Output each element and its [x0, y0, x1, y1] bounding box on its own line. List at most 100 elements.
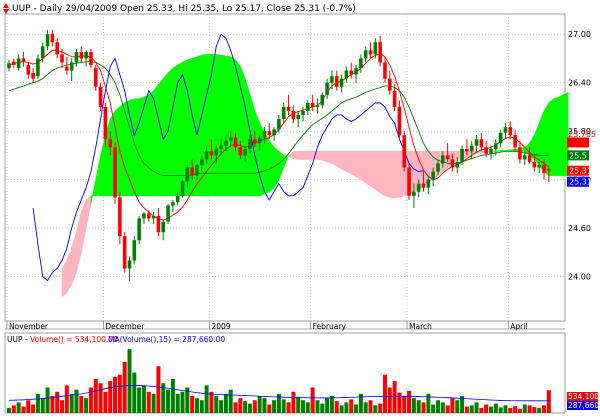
chart-header-text: UUP - Daily 29/04/2009 Open 25.33, Hi 25… [12, 4, 356, 14]
volume-bar-down [146, 391, 151, 413]
volume-bar-up [228, 389, 233, 413]
date-tick-label: April [510, 322, 527, 331]
bullish-candle [204, 151, 209, 160]
bearish-candle [368, 50, 373, 55]
bearish-candle [89, 51, 93, 65]
bearish-candle [310, 102, 315, 107]
bullish-candle [257, 137, 262, 144]
volume-bar-up [301, 400, 306, 413]
volume-bar-down [252, 400, 257, 413]
bearish-candle [378, 42, 382, 63]
volume-bar-up [320, 403, 325, 413]
volume-bar-down [79, 396, 84, 413]
bullish-candle [132, 240, 137, 261]
volume-bar-up [35, 393, 40, 413]
bullish-candle [301, 110, 305, 115]
bearish-cloud-segment [307, 151, 313, 160]
bullish-candle [84, 51, 88, 59]
bearish-candle [146, 213, 151, 219]
volume-bar-up [219, 400, 224, 413]
bearish-candle [397, 106, 402, 136]
volume-bar-up [40, 398, 45, 413]
price-tag: 25.31 [569, 178, 592, 187]
bullish-cloud-segment [119, 102, 125, 197]
bearish-candle [233, 137, 238, 148]
bearish-candle [60, 54, 64, 63]
bullish-cloud-segment [143, 94, 150, 197]
volume-bar-up [411, 398, 416, 413]
date-tick-label: 2009 [211, 322, 230, 331]
volume-bar-up [325, 398, 330, 413]
volume-bar-down [513, 406, 518, 413]
bullish-candle [224, 140, 228, 146]
volume-bar-up [305, 402, 310, 413]
bullish-candle [460, 148, 464, 162]
volume-bar-down [60, 400, 65, 413]
volume-bar-down [21, 406, 26, 413]
volume-bar-down [445, 405, 450, 413]
volume-legend-ma: MA(Volume(),15) = 287,660.00 [108, 335, 225, 344]
volume-bar-down [98, 383, 103, 413]
bullish-candle [436, 163, 440, 172]
bearish-cloud-segment [336, 151, 342, 170]
volume-bar-up [257, 396, 262, 413]
bullish-cloud-segment [264, 131, 270, 195]
price-tag-box [567, 165, 589, 176]
volume-bar-down [479, 407, 484, 413]
volume-bar-down [397, 392, 402, 413]
volume-bar-up [204, 385, 209, 413]
volume-bar-down [209, 391, 214, 413]
bearish-candle [450, 159, 455, 168]
bullish-candle [185, 167, 190, 182]
bullish-candle [161, 221, 166, 233]
bullish-candle [494, 143, 498, 149]
bullish-cloud-segment [235, 59, 241, 197]
volume-legend: UUP - Volume() = 534,100.00, MA(Volume()… [7, 335, 225, 344]
volume-bar-up [262, 398, 267, 413]
bullish-cloud-segment [206, 54, 212, 197]
bullish-candle [416, 183, 421, 192]
bullish-candle [359, 58, 363, 69]
volume-bar-up [132, 372, 137, 413]
bullish-candle [455, 161, 460, 168]
volume-bar-up [170, 379, 175, 413]
date-tick-label: February [313, 322, 347, 331]
chart-header: UUP - Daily 29/04/2009 Open 25.33, Hi 25… [3, 3, 356, 14]
bullish-candle [248, 139, 252, 149]
bullish-candle [522, 155, 527, 160]
date-axis: November December 2009 February March April [5, 321, 565, 331]
bearish-cloud-segment [379, 151, 386, 197]
volume-bar-down [26, 400, 31, 413]
volume-tag-box [567, 401, 598, 410]
price-tag: 25.31 [569, 167, 592, 176]
price-tick-label: 25.80 [568, 127, 591, 136]
volume-bar-up [175, 393, 180, 413]
volume-bar-down [122, 362, 127, 413]
bearish-candle [122, 236, 127, 269]
volume-bar-up [74, 389, 79, 413]
bullish-cloud-segment [268, 139, 275, 193]
bullish-candle [69, 62, 74, 71]
bearish-candle [542, 165, 546, 174]
bullish-candle [344, 70, 349, 79]
bearish-candle [31, 72, 35, 79]
volume-bar-up [503, 405, 508, 413]
volume-bar-down [11, 405, 16, 413]
volume-bar-up [194, 398, 199, 413]
bearish-candle [527, 155, 532, 162]
bullish-cloud-segment [553, 96, 559, 176]
bearish-candle [291, 110, 296, 120]
volume-bar-down [267, 404, 272, 413]
volume-bar-down [546, 390, 551, 413]
volume-bar-down [392, 381, 397, 413]
volume-bar-down [93, 379, 98, 413]
volume-bar-up [358, 393, 363, 413]
price-tag-box [567, 176, 589, 187]
bullish-candle [219, 145, 223, 149]
volume-bar-down [532, 407, 537, 413]
price-tick-label: 26.40 [568, 79, 591, 88]
bullish-cloud-segment [254, 110, 260, 197]
price-tags: 25.765 25.5 25.31 25.31 [567, 130, 596, 187]
bullish-cloud-segment [225, 55, 232, 197]
volume-bar-down [190, 396, 195, 413]
